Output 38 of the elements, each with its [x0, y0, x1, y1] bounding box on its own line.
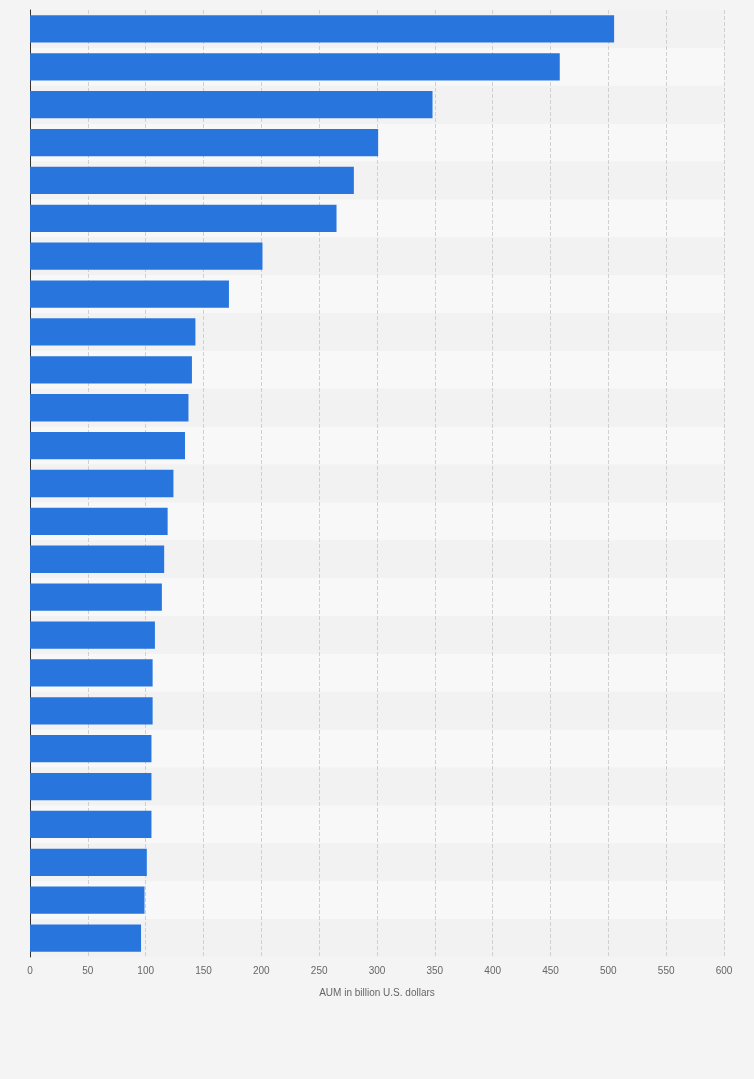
x-tick-label: 200 — [252, 964, 271, 976]
bar — [30, 583, 162, 611]
bar — [30, 924, 142, 952]
x-tick-label: 300 — [368, 964, 386, 976]
bar — [30, 91, 433, 119]
bar — [30, 242, 263, 270]
bar — [30, 394, 189, 422]
x-tick-label: 100 — [137, 964, 155, 976]
bar — [30, 659, 153, 687]
x-tick-label: 0 — [27, 964, 34, 976]
bar — [30, 810, 152, 839]
bar — [30, 356, 192, 384]
bar — [30, 621, 155, 649]
x-tick-label: 150 — [195, 964, 213, 976]
x-tick-label: 250 — [310, 964, 328, 976]
bar — [30, 128, 379, 157]
bar — [30, 772, 152, 801]
x-tick-label: 50 — [82, 964, 94, 976]
bar — [30, 280, 229, 308]
x-tick-label: 450 — [542, 964, 560, 976]
bar — [30, 204, 337, 232]
bar — [30, 53, 560, 81]
bar — [30, 318, 196, 346]
x-tick-label: 350 — [426, 964, 444, 976]
x-tick-label: 400 — [484, 964, 502, 976]
x-tick-label: 550 — [657, 964, 675, 976]
bar — [30, 545, 165, 573]
bar — [30, 431, 185, 460]
bar — [30, 469, 174, 498]
bar — [30, 507, 168, 536]
bar — [30, 697, 153, 725]
x-tick-label: 600 — [715, 964, 733, 976]
x-axis-title: AUM in billion U.S. dollars — [319, 986, 435, 998]
bar — [30, 735, 152, 763]
bar — [30, 886, 145, 914]
bar — [30, 166, 354, 195]
x-tick-label: 500 — [599, 964, 618, 976]
bar — [30, 848, 147, 876]
